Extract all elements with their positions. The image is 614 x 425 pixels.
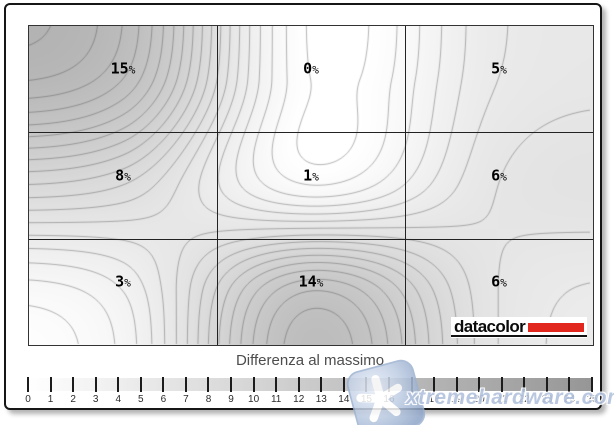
colorbar-tick (478, 377, 481, 392)
colorbar-tick-label: 22 (518, 394, 530, 405)
colorbar-tick (207, 377, 210, 392)
colorbar-tick-label: 25 (586, 394, 598, 405)
colorbar-tick (591, 377, 593, 392)
colorbar-tick-label: 18 (428, 394, 440, 405)
colorbar-tick-label: 2 (70, 394, 76, 405)
contour-plot: 15% 0% 5% 8% 1% 6% 3% 14% 6% datacolor (28, 25, 594, 346)
colorbar-tick-label: 12 (293, 394, 305, 405)
colorbar-tick (139, 377, 142, 392)
colorbar-tick-label: 3 (92, 394, 99, 405)
contour-canvas (29, 26, 593, 345)
cell-value-label: 1% (303, 166, 319, 185)
colorbar-tick (297, 377, 300, 392)
colorbar-tick (72, 377, 75, 392)
grid-line-horizontal-1 (29, 132, 593, 133)
datacolor-wordmark: datacolor (454, 317, 526, 336)
colorbar-tick (275, 377, 278, 392)
grid-line-vertical-1 (217, 26, 218, 345)
colorbar-tick-label: 19 (451, 394, 463, 405)
colorbar-tick (342, 377, 345, 392)
colorbar-tick (162, 377, 165, 392)
colorbar-tick-label: 9 (228, 394, 234, 405)
colorbar-tick (27, 377, 29, 392)
colorbar-gradient (28, 378, 592, 391)
cell-value-label: 0% (303, 59, 319, 78)
colorbar-tick (184, 377, 187, 392)
colorbar-tick-label: 1 (47, 394, 54, 405)
colorbar-tick (49, 377, 52, 392)
grid-line-horizontal-2 (29, 239, 593, 240)
colorbar-tick (117, 377, 120, 392)
colorbar-tick-label: 24 (563, 394, 575, 405)
cell-value-label: 14% (298, 272, 324, 291)
cell-value-label: 6% (491, 166, 507, 185)
colorbar-tick (94, 377, 97, 392)
grid-line-vertical-2 (405, 26, 406, 345)
colorbar-tick-label: 13 (315, 394, 327, 405)
cell-value-label: 8% (115, 166, 131, 185)
colorbar-tick-label: 8 (205, 394, 212, 405)
colorbar-tick-label: 5 (138, 394, 144, 405)
colorbar-tick (433, 377, 436, 392)
watermark-text: xtremehardware.com (406, 386, 614, 409)
colorbar-tick-label: 20 (473, 394, 485, 405)
colorbar-tick (545, 377, 548, 392)
colorbar-tick (230, 377, 233, 392)
cell-value-label: 6% (491, 272, 507, 291)
colorbar-tick-label: 0 (25, 394, 31, 405)
colorbar-tick-label: 21 (496, 394, 508, 405)
colorbar-tick (252, 377, 255, 392)
colorbar-tick-label: 11 (270, 394, 282, 405)
datacolor-red-bar (528, 323, 584, 332)
datacolor-underline (451, 335, 587, 337)
cell-value-label: 15% (110, 59, 136, 78)
colorbar-tick (568, 377, 571, 392)
watermark-star-icon (346, 359, 426, 425)
colorbar-tick (455, 377, 458, 392)
colorbar-tick (320, 377, 323, 392)
window-frame: 15% 0% 5% 8% 1% 6% 3% 14% 6% datacolor Differenz… (4, 3, 602, 410)
colorbar-tick (523, 377, 526, 392)
colorbar-tick-label: 6 (160, 394, 167, 405)
cell-value-label: 3% (115, 272, 131, 291)
colorbar-title: Differenza al massimo (235, 352, 385, 369)
cell-value-label: 5% (491, 59, 507, 78)
colorbar-tick-label: 14 (338, 394, 350, 405)
colorbar-tick-label: 7 (183, 394, 189, 405)
colorbar-tick (500, 377, 503, 392)
colorbar-tick-label: 23 (541, 394, 553, 405)
colorbar-tick-label: 4 (115, 394, 122, 405)
colorbar-tick-label: 10 (248, 394, 260, 405)
datacolor-logo: datacolor (451, 317, 587, 338)
